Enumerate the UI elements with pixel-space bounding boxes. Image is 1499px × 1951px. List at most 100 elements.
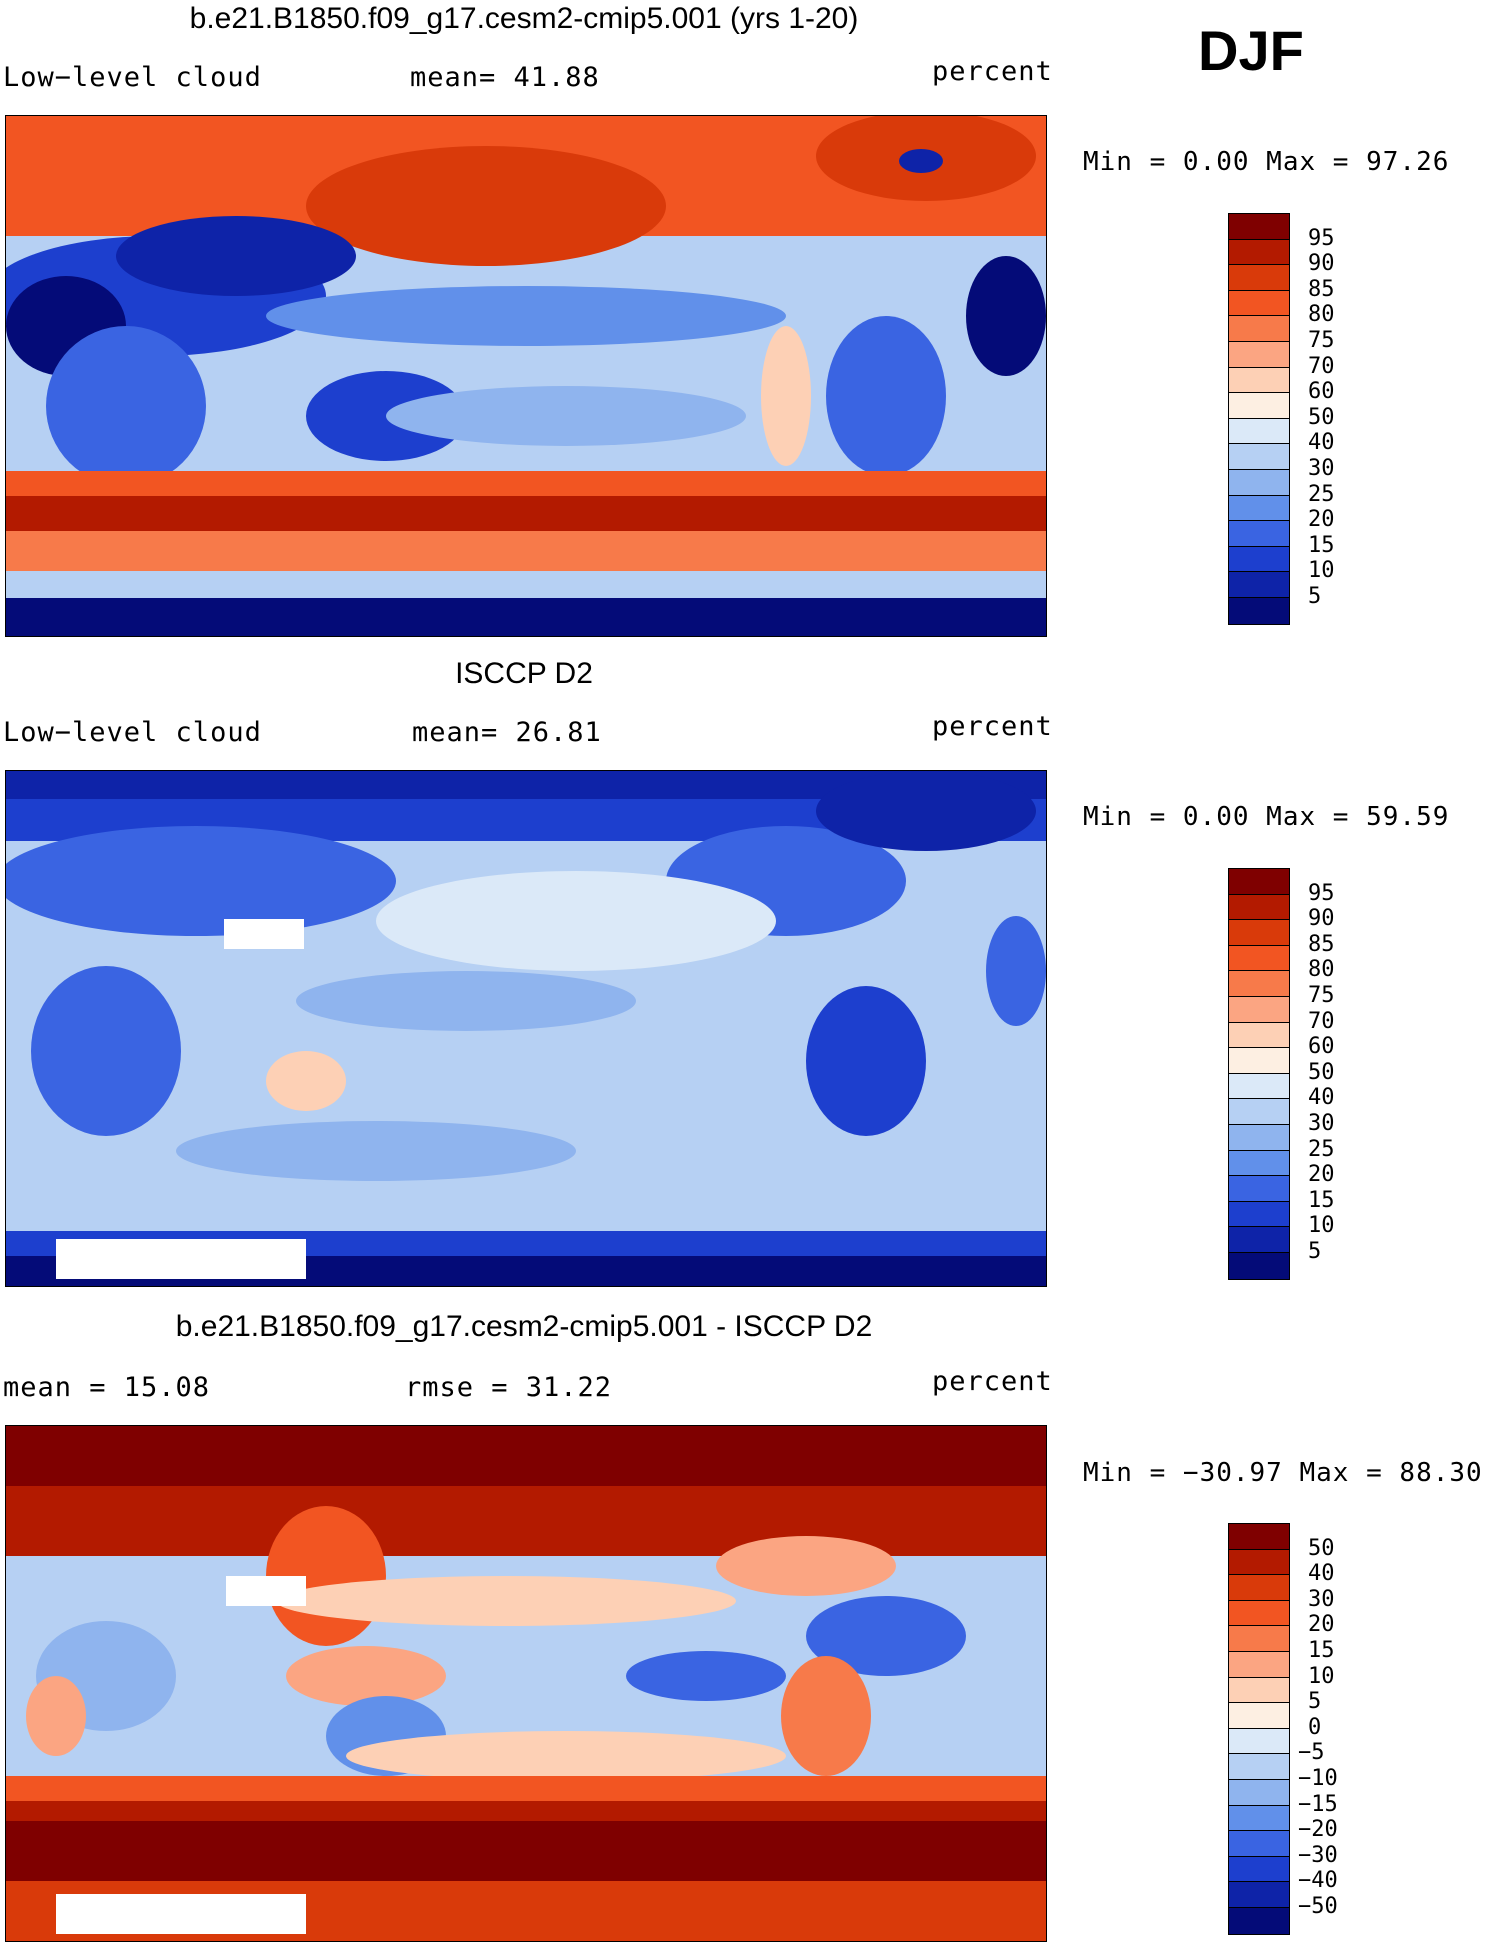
colorbar-level-label: 90 <box>1308 906 1335 932</box>
panel-1-title: b.e21.B1850.f09_g17.cesm2-cmip5.001 (yrs… <box>189 2 859 35</box>
colorbar-swatch <box>1229 1201 1289 1228</box>
colorbar-level-label: 5 <box>1308 1689 1322 1715</box>
colorbar-swatch <box>1229 869 1289 895</box>
colorbar-swatch <box>1229 1227 1289 1253</box>
colorbar-swatch <box>1229 546 1289 573</box>
colorbar-swatch <box>1229 214 1289 240</box>
colorbar-level-label: −50 <box>1298 1894 1338 1919</box>
colorbar-swatch <box>1229 1176 1289 1202</box>
colorbar-level-label: 40 <box>1308 1085 1335 1111</box>
panel-2-title: ISCCP D2 <box>455 657 593 690</box>
panel-3-mean-label: mean = 15.08 <box>3 1372 211 1403</box>
colorbar-level-label: 70 <box>1308 353 1335 379</box>
colorbar-level-label: 15 <box>1308 532 1335 558</box>
colorbar-level-label: 20 <box>1308 1162 1335 1188</box>
colorbar-swatch <box>1229 1728 1289 1755</box>
colorbar-swatch <box>1229 920 1289 946</box>
colorbar-level-label: 0 <box>1308 1714 1322 1740</box>
colorbar-swatch <box>1229 1856 1289 1883</box>
colorbar-level-label: 50 <box>1308 404 1335 430</box>
colorbar-level-label: 5 <box>1308 584 1322 609</box>
colorbar-swatch <box>1229 1779 1289 1806</box>
colorbar-swatch <box>1229 1831 1289 1857</box>
colorbar-swatch <box>1229 1549 1289 1576</box>
colorbar-swatch <box>1229 1150 1289 1177</box>
colorbar-swatch <box>1229 1575 1289 1601</box>
colorbar-level-label: 10 <box>1308 1663 1335 1689</box>
colorbar-level-label: −30 <box>1298 1842 1338 1868</box>
panel-3-minmax: Min = −30.97 Max = 88.30 <box>1083 1458 1483 1488</box>
colorbar-swatch <box>1229 1882 1289 1908</box>
colorbar-level-label: 20 <box>1308 1612 1335 1638</box>
colorbar-swatch <box>1229 444 1289 470</box>
panel-2-colorbar <box>1228 868 1290 1280</box>
colorbar-level-label: 85 <box>1308 276 1335 302</box>
colorbar-level-label: −40 <box>1298 1868 1338 1894</box>
colorbar-swatch <box>1229 469 1289 496</box>
colorbar-swatch <box>1229 1524 1289 1550</box>
colorbar-swatch <box>1229 971 1289 997</box>
panel-3-title: b.e21.B1850.f09_g17.cesm2-cmip5.001 - IS… <box>175 1310 873 1343</box>
panel-3-colorbar <box>1228 1523 1290 1935</box>
colorbar-level-label: 50 <box>1308 1535 1335 1561</box>
colorbar-swatch <box>1229 597 1289 624</box>
colorbar-swatch <box>1229 996 1289 1023</box>
panel-2-mean-label: mean= 26.81 <box>412 717 602 748</box>
colorbar-level-label: 70 <box>1308 1008 1335 1034</box>
panel-1-units-label: percent <box>932 56 1053 87</box>
colorbar-swatch <box>1229 316 1289 342</box>
panel-3-units-label: percent <box>932 1366 1053 1397</box>
colorbar-level-label: 95 <box>1308 880 1335 906</box>
colorbar-swatch <box>1229 495 1289 522</box>
colorbar-level-label: 95 <box>1308 225 1335 251</box>
colorbar-level-label: 5 <box>1308 1239 1322 1264</box>
colorbar-level-label: 60 <box>1308 1034 1335 1060</box>
panel-3-map <box>5 1425 1047 1942</box>
colorbar-level-label: 10 <box>1308 1213 1335 1239</box>
colorbar-swatch <box>1229 1022 1289 1049</box>
panel-1-map <box>5 115 1047 637</box>
panel-3-rmse-label: rmse = 31.22 <box>405 1372 613 1403</box>
panel-1-colorbar <box>1228 213 1290 625</box>
colorbar-level-label: −15 <box>1298 1791 1338 1817</box>
colorbar-level-label: 85 <box>1308 931 1335 957</box>
panel-2-variable-label: Low−level cloud <box>3 717 262 748</box>
colorbar-swatch <box>1229 290 1289 317</box>
panel-1-minmax: Min = 0.00 Max = 97.26 <box>1083 147 1450 177</box>
colorbar-level-label: 10 <box>1308 558 1335 584</box>
colorbar-swatch <box>1229 1600 1289 1627</box>
colorbar-level-label: −20 <box>1298 1817 1338 1843</box>
colorbar-swatch <box>1229 1124 1289 1151</box>
colorbar-level-label: −10 <box>1298 1766 1338 1791</box>
colorbar-swatch <box>1229 1805 1289 1832</box>
colorbar-swatch <box>1229 239 1289 266</box>
colorbar-swatch <box>1229 265 1289 291</box>
colorbar-swatch <box>1229 1099 1289 1125</box>
colorbar-level-label: 40 <box>1308 430 1335 456</box>
colorbar-level-label: 75 <box>1308 328 1335 353</box>
colorbar-swatch <box>1229 1651 1289 1678</box>
colorbar-swatch <box>1229 572 1289 598</box>
colorbar-level-label: 15 <box>1308 1638 1335 1663</box>
season-label: DJF <box>1198 19 1304 82</box>
panel-2-map <box>5 770 1047 1287</box>
colorbar-swatch <box>1229 418 1289 445</box>
colorbar-swatch <box>1229 1048 1289 1074</box>
colorbar-swatch <box>1229 945 1289 972</box>
colorbar-level-label: 20 <box>1308 507 1335 533</box>
colorbar-swatch <box>1229 367 1289 394</box>
colorbar-level-label: 25 <box>1308 1136 1335 1162</box>
colorbar-level-label: 40 <box>1308 1561 1335 1587</box>
panel-2-minmax: Min = 0.00 Max = 59.59 <box>1083 802 1450 832</box>
colorbar-swatch <box>1229 1703 1289 1729</box>
colorbar-swatch <box>1229 521 1289 547</box>
colorbar-level-label: 25 <box>1308 481 1335 507</box>
panel-1-mean-label: mean= 41.88 <box>410 62 600 93</box>
colorbar-level-label: 15 <box>1308 1187 1335 1213</box>
colorbar-swatch <box>1229 1626 1289 1652</box>
colorbar-swatch <box>1229 1677 1289 1704</box>
colorbar-swatch <box>1229 1754 1289 1780</box>
colorbar-level-label: 90 <box>1308 251 1335 277</box>
colorbar-swatch <box>1229 393 1289 419</box>
colorbar-level-label: −5 <box>1298 1740 1325 1766</box>
